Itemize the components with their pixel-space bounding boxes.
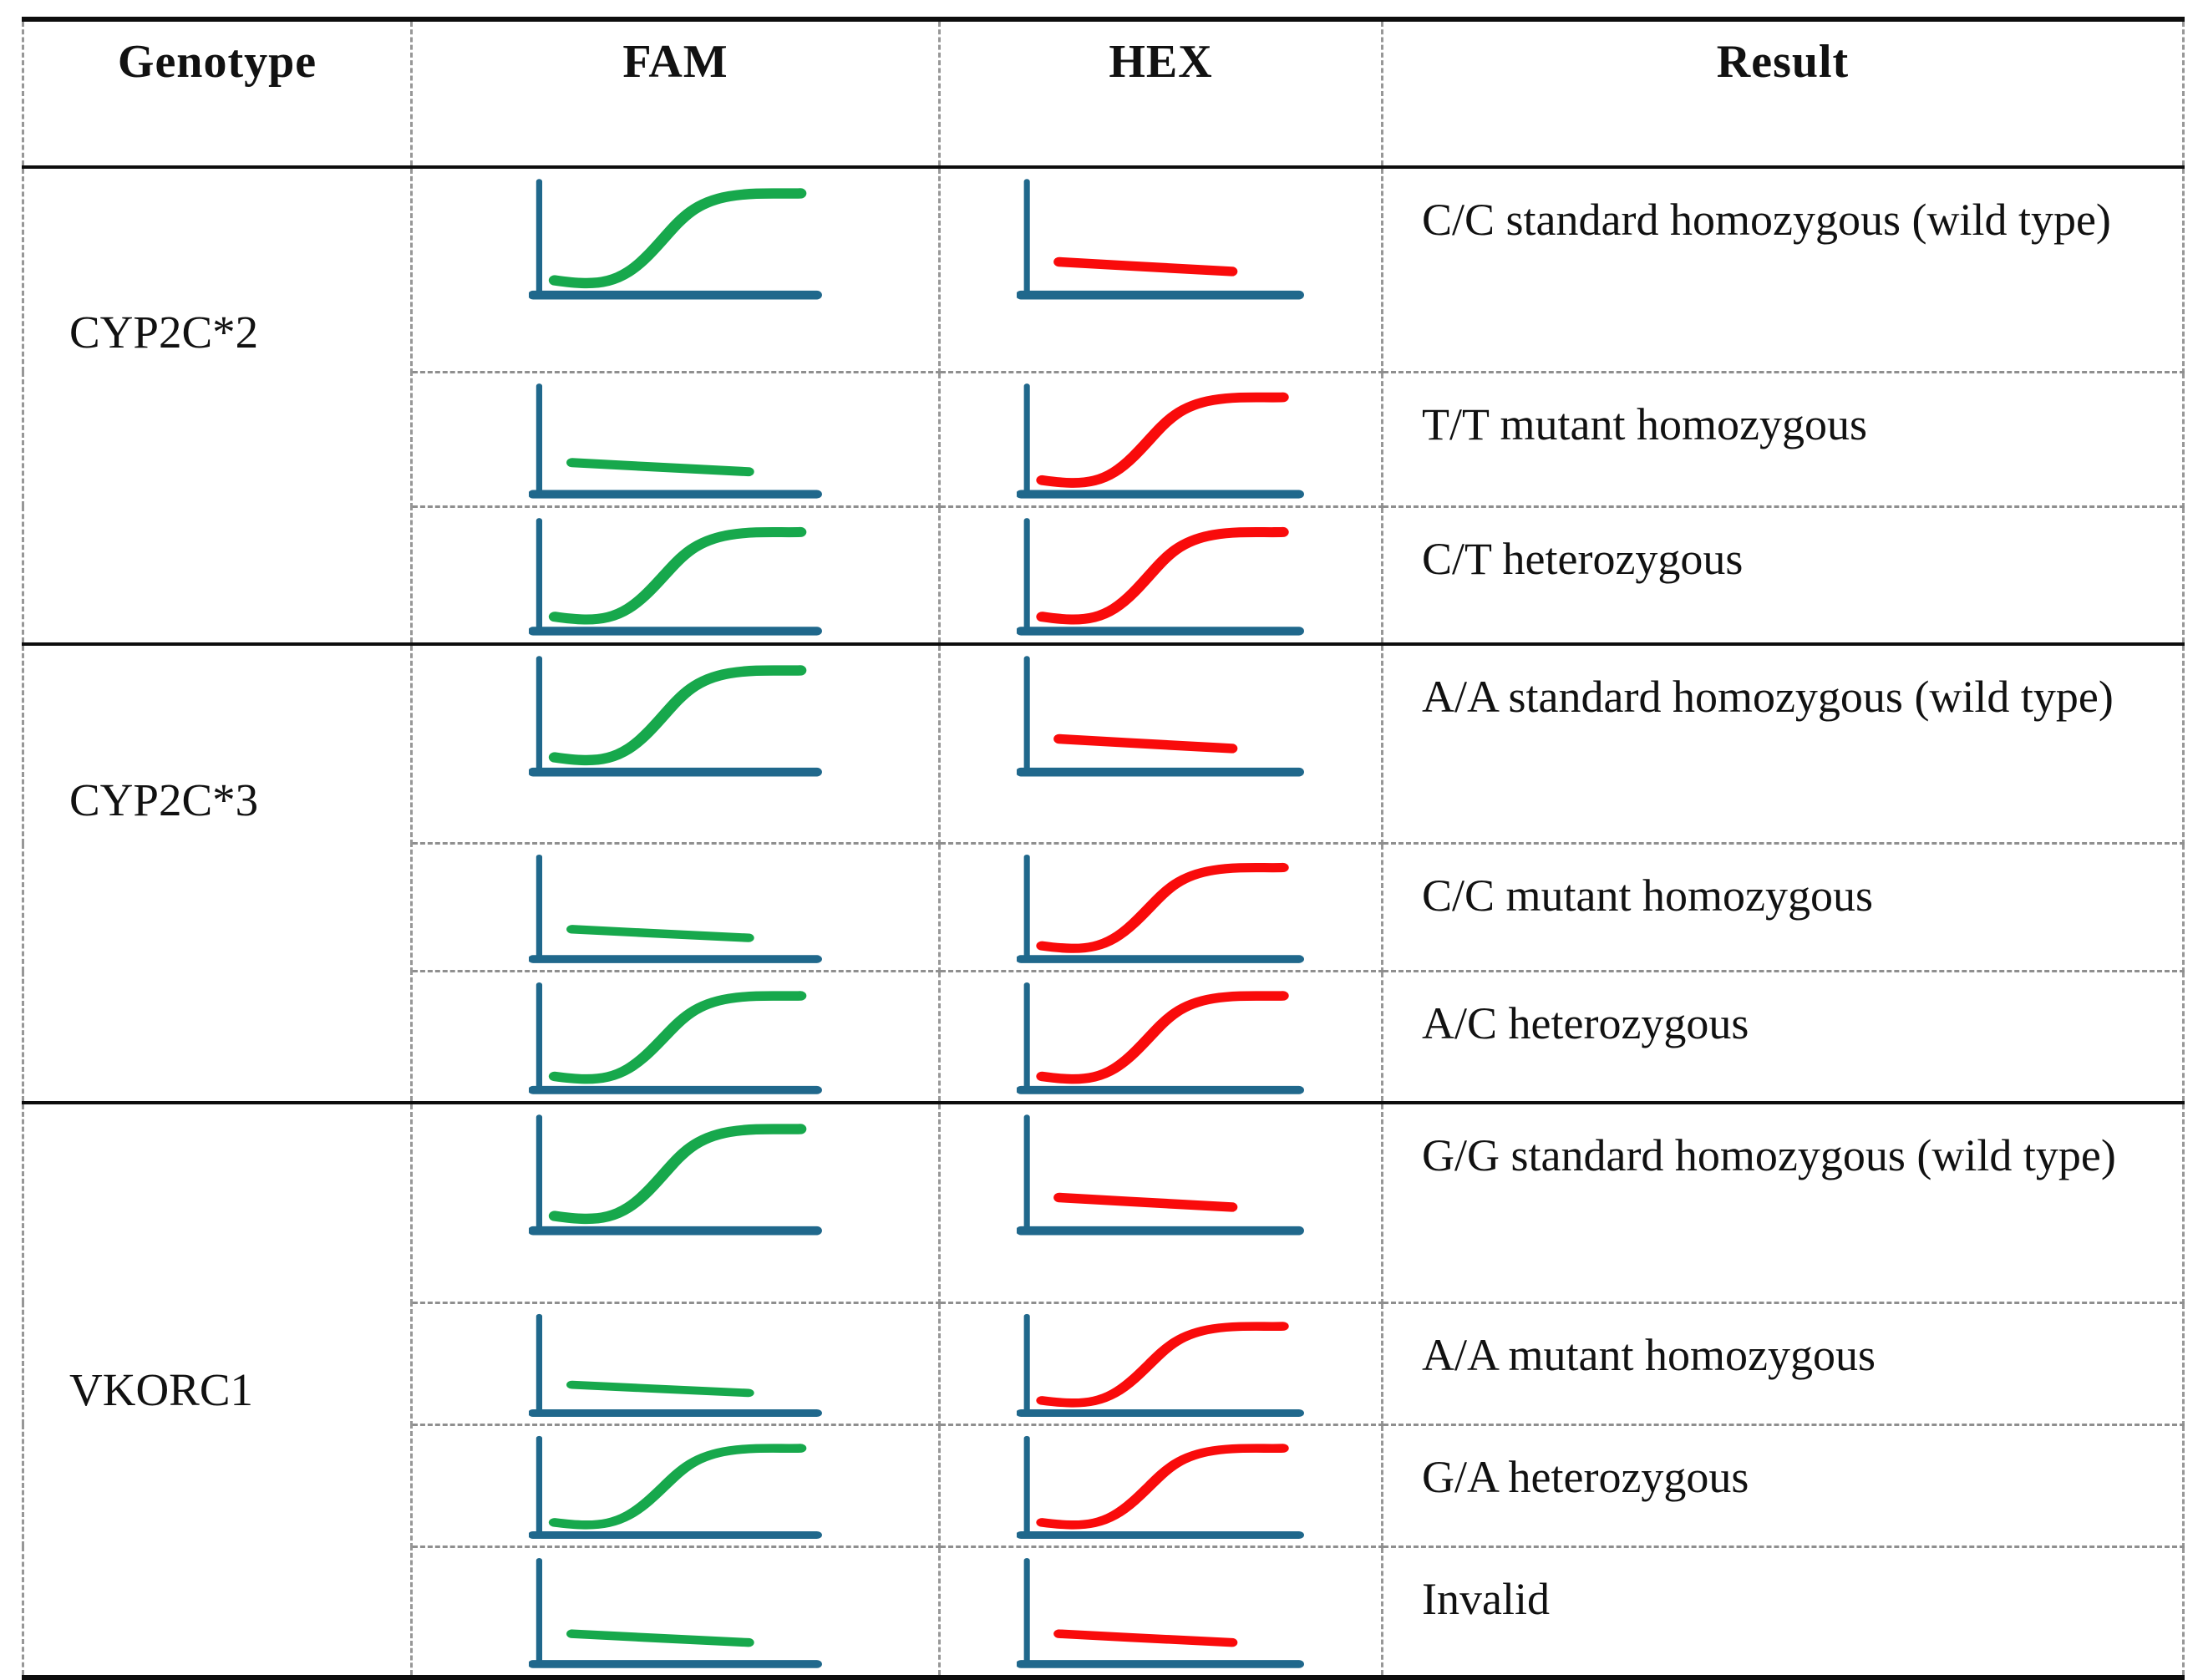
hex-amplification-chart bbox=[1017, 1435, 1304, 1539]
sigmoid-curve bbox=[548, 526, 806, 625]
table-row: A/C heterozygous bbox=[23, 971, 2185, 1104]
result-cell: A/A mutant homozygous bbox=[1382, 1302, 2185, 1426]
table-row: Invalid bbox=[23, 1546, 2185, 1680]
sigmoid-curve bbox=[1036, 526, 1289, 625]
hex-cell bbox=[939, 167, 1383, 373]
fam-amplification-chart bbox=[528, 982, 822, 1094]
table-body: CYP2C*2 C/C standard homozygous (wild typ… bbox=[22, 167, 2185, 1680]
flat-curve bbox=[566, 1380, 754, 1397]
sigmoid-curve bbox=[548, 664, 806, 765]
fam-cell bbox=[411, 1103, 941, 1304]
hex-cell bbox=[939, 971, 1383, 1104]
hex-cell bbox=[939, 1424, 1383, 1548]
flat-curve bbox=[566, 457, 754, 476]
hex-amplification-chart bbox=[1017, 1557, 1304, 1668]
result-cell: C/T heterozygous bbox=[1382, 506, 2185, 646]
genotype-label: VKORC1 bbox=[69, 1363, 254, 1415]
result-cell: C/C mutant homozygous bbox=[1382, 843, 2185, 972]
hex-cell bbox=[939, 1546, 1383, 1680]
table-row: G/A heterozygous bbox=[23, 1424, 2185, 1548]
hex-amplification-chart bbox=[1017, 655, 1304, 776]
flat-curve bbox=[1053, 1628, 1238, 1647]
hex-amplification-chart bbox=[1017, 854, 1304, 963]
table-row: C/T heterozygous bbox=[23, 506, 2185, 646]
hex-cell bbox=[939, 843, 1383, 972]
table-row: C/C mutant homozygous bbox=[23, 843, 2185, 972]
sigmoid-curve bbox=[1036, 991, 1289, 1084]
result-cell: T/T mutant homozygous bbox=[1382, 372, 2185, 508]
hex-cell bbox=[939, 506, 1383, 646]
fam-cell bbox=[411, 971, 941, 1104]
flat-curve bbox=[566, 925, 754, 942]
hex-cell bbox=[939, 643, 1383, 845]
genotype-cell: VKORC1 bbox=[22, 1103, 413, 1680]
hex-amplification-chart bbox=[1017, 1313, 1304, 1417]
fam-amplification-chart bbox=[528, 1557, 822, 1668]
header-genotype: Genotype bbox=[22, 17, 413, 169]
hex-amplification-chart bbox=[1017, 982, 1304, 1094]
sigmoid-curve bbox=[1036, 1443, 1289, 1530]
hex-amplification-chart bbox=[1017, 517, 1304, 636]
flat-curve bbox=[1053, 256, 1238, 277]
fam-cell bbox=[411, 1302, 941, 1426]
fam-cell bbox=[411, 1424, 941, 1548]
flat-curve bbox=[1053, 733, 1238, 754]
genotype-cell: CYP2C*3 bbox=[22, 643, 413, 1104]
header-hex: HEX bbox=[939, 17, 1383, 169]
fam-cell bbox=[411, 506, 941, 646]
table-row: CYP2C*2 C/C standard homozygous (wild typ… bbox=[22, 167, 2185, 646]
header-result: Result bbox=[1382, 17, 2185, 169]
fam-amplification-chart bbox=[528, 517, 822, 636]
result-cell: C/C standard homozygous (wild type) bbox=[1382, 167, 2185, 373]
fam-amplification-chart bbox=[528, 1114, 822, 1236]
sigmoid-curve bbox=[548, 188, 806, 289]
fam-amplification-chart bbox=[528, 854, 822, 963]
fam-cell bbox=[411, 643, 941, 845]
hex-cell bbox=[939, 1103, 1383, 1304]
table-row: T/T mutant homozygous bbox=[23, 372, 2185, 508]
table-row: A/A mutant homozygous bbox=[23, 1302, 2185, 1426]
sigmoid-curve bbox=[1036, 392, 1289, 488]
table-row: VKORC1 G/G standard homozygous (wild type… bbox=[22, 1103, 2185, 1680]
hex-cell bbox=[939, 1302, 1383, 1426]
sigmoid-curve bbox=[548, 991, 806, 1084]
genotype-cell: CYP2C*2 bbox=[22, 167, 413, 646]
genotype-label: CYP2C*3 bbox=[69, 774, 259, 825]
genotype-label: CYP2C*2 bbox=[69, 306, 259, 358]
fam-amplification-chart bbox=[528, 179, 822, 300]
hex-cell bbox=[939, 372, 1383, 508]
sigmoid-curve bbox=[548, 1443, 806, 1530]
result-cell: A/A standard homozygous (wild type) bbox=[1382, 643, 2185, 845]
result-cell: A/C heterozygous bbox=[1382, 971, 2185, 1104]
result-cell: G/A heterozygous bbox=[1382, 1424, 2185, 1548]
table-header-row: Genotype FAM HEX Result bbox=[22, 17, 2185, 169]
table-row: CYP2C*3 A/A standard homozygous (wild typ… bbox=[22, 643, 2185, 1104]
fam-amplification-chart bbox=[528, 383, 822, 499]
flat-curve bbox=[1053, 1192, 1238, 1212]
sigmoid-curve bbox=[1036, 862, 1289, 953]
hex-amplification-chart bbox=[1017, 1114, 1304, 1236]
sigmoid-curve bbox=[1036, 1321, 1289, 1408]
sigmoid-curve bbox=[548, 1124, 806, 1225]
fam-cell bbox=[411, 167, 941, 373]
fam-cell bbox=[411, 372, 941, 508]
genotyping-results-table: Genotype FAM HEX Result CYP2C*2 C/C stand… bbox=[22, 17, 2185, 1680]
fam-cell bbox=[411, 1546, 941, 1680]
flat-curve bbox=[566, 1628, 754, 1647]
fam-amplification-chart bbox=[528, 655, 822, 776]
header-fam: FAM bbox=[411, 17, 941, 169]
result-cell: G/G standard homozygous (wild type) bbox=[1382, 1103, 2185, 1304]
hex-amplification-chart bbox=[1017, 383, 1304, 499]
hex-amplification-chart bbox=[1017, 179, 1304, 300]
result-cell: Invalid bbox=[1382, 1546, 2185, 1680]
fam-cell bbox=[411, 843, 941, 972]
fam-amplification-chart bbox=[528, 1435, 822, 1539]
fam-amplification-chart bbox=[528, 1313, 822, 1417]
